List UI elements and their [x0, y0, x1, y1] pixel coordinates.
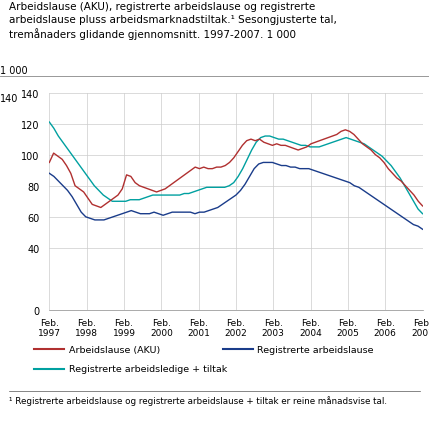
Text: Registrerte arbeidslause: Registrerte arbeidslause	[257, 345, 374, 354]
Text: ¹ Registrerte arbeidslause og registrerte arbeidslause + tiltak er reine månadsv: ¹ Registrerte arbeidslause og registrert…	[9, 395, 387, 405]
Text: Registrerte arbeidsledige + tiltak: Registrerte arbeidsledige + tiltak	[69, 365, 227, 373]
Text: Arbeidslause (AKU): Arbeidslause (AKU)	[69, 345, 160, 354]
Text: 140: 140	[0, 93, 18, 103]
Text: Arbeidslause (AKU), registrerte arbeidslause og registrerte
arbeidslause pluss a: Arbeidslause (AKU), registrerte arbeidsl…	[9, 2, 336, 40]
Text: 1 000: 1 000	[0, 66, 27, 76]
